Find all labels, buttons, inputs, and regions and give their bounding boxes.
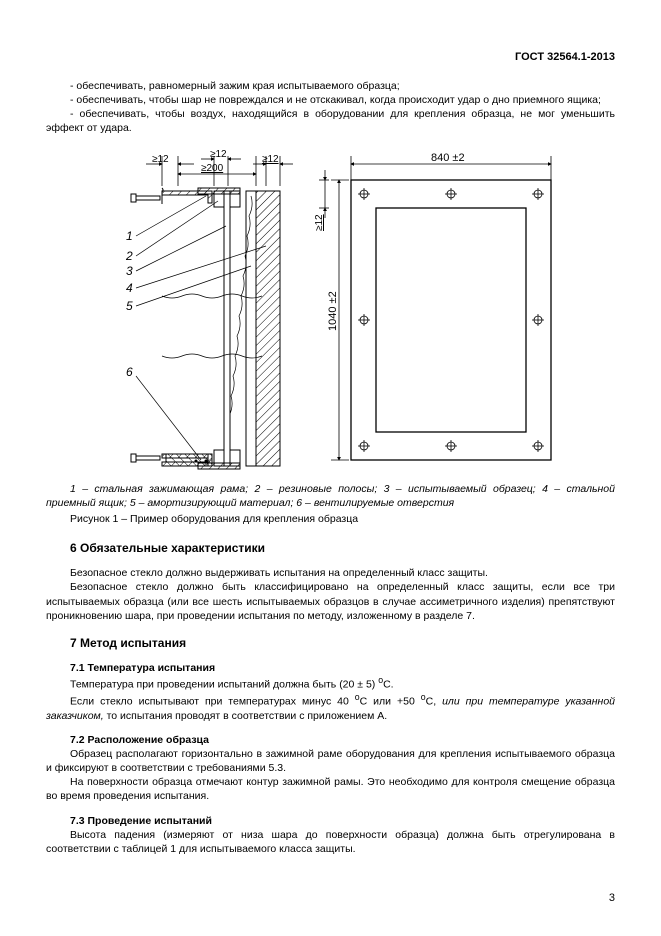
- dim-840: 840 ±2: [431, 152, 465, 164]
- sec7-1-p1: Температура при проведении испытаний дол…: [46, 675, 615, 692]
- bullet-3: - обеспечивать, чтобы воздух, находящийс…: [46, 107, 615, 135]
- sec7-3-head: 7.3 Проведение испытаний: [46, 814, 615, 828]
- page: ГОСТ 32564.1-2013 - обеспечивать, равном…: [0, 0, 661, 936]
- dim-ge12-c: ≥12: [262, 154, 279, 165]
- dim-ge12-a: ≥12: [152, 154, 169, 165]
- label-5: 5: [126, 299, 133, 313]
- dim-ge200: ≥200: [201, 163, 224, 174]
- label-3: 3: [126, 264, 133, 278]
- sec7-1-head: 7.1 Температура испытания: [46, 661, 615, 675]
- sec7-2-p2: На поверхности образца отмечают контур з…: [46, 775, 615, 803]
- bullet-1: - обеспечивать, равномерный зажим края и…: [46, 79, 615, 93]
- sec6-p1: Безопасное стекло должно выдерживать исп…: [46, 566, 615, 580]
- figure-1: ≥12 ≥200 ≥12 ≥12: [46, 146, 615, 476]
- label-2: 2: [125, 249, 133, 263]
- dim-ge12-d: ≥12: [314, 213, 325, 230]
- figure-legend: 1 – стальная зажимающая рама; 2 – резино…: [46, 482, 615, 510]
- sec7-3-p1: Высота падения (измеряют от низа шара до…: [46, 828, 615, 856]
- sec6-p2: Безопасное стекло должно быть классифици…: [46, 580, 615, 623]
- sec7-2-head: 7.2 Расположение образца: [46, 733, 615, 747]
- sec7-1-p2: Если стекло испытывают при температурах …: [46, 692, 615, 723]
- label-1: 1: [126, 229, 133, 243]
- page-number: 3: [609, 891, 615, 906]
- dim-ge12-b: ≥12: [210, 149, 227, 160]
- section-6-head: 6 Обязательные характеристики: [46, 540, 615, 556]
- sec7-2-p1: Образец располагают горизонтально в зажи…: [46, 747, 615, 775]
- figure-caption: Рисунок 1 – Пример оборудования для креп…: [46, 512, 615, 526]
- dim-1040: 1040 ±2: [327, 291, 339, 331]
- bullet-2: - обеспечивать, чтобы шар не повреждался…: [46, 93, 615, 107]
- label-6: 6: [126, 365, 133, 379]
- label-4: 4: [126, 281, 133, 295]
- doc-header: ГОСТ 32564.1-2013: [46, 50, 615, 65]
- section-7-head: 7 Метод испытания: [46, 635, 615, 651]
